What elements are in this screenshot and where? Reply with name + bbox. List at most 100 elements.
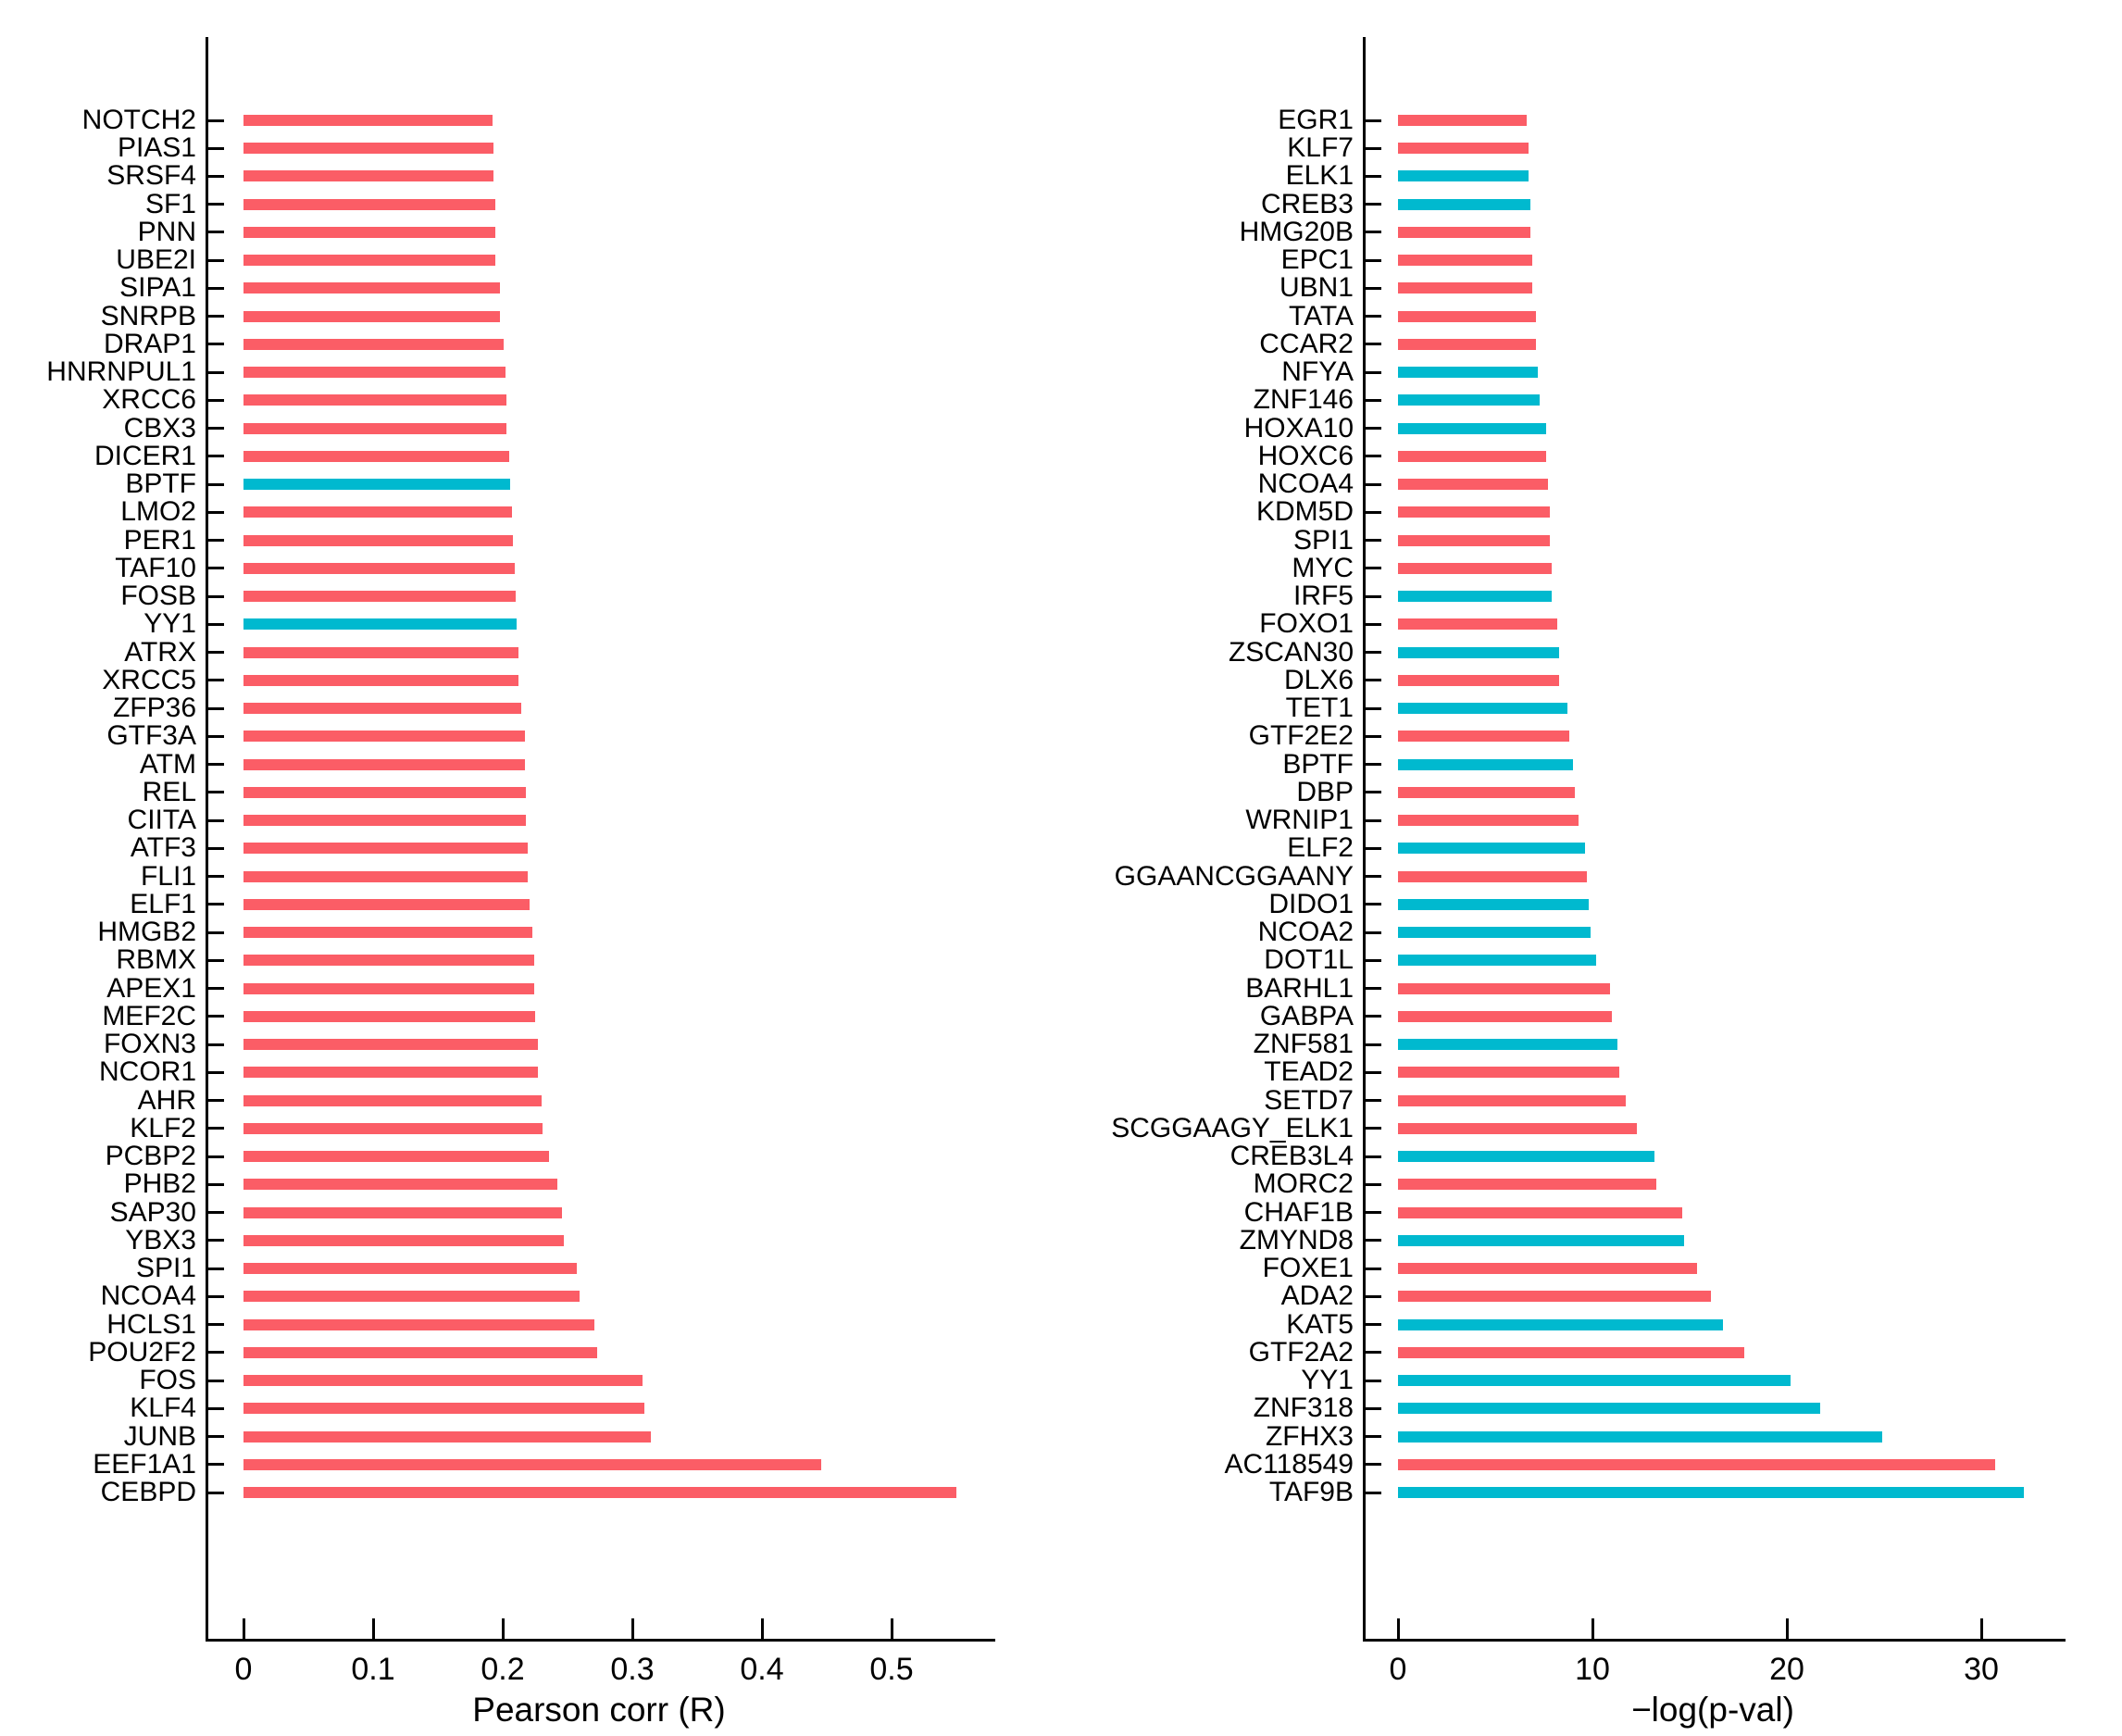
bar-wrnip1 bbox=[1398, 815, 1579, 827]
pearson-y-tick-label-ube2i: UBE2I bbox=[116, 244, 196, 276]
pval-y-tick-label-dbp: DBP bbox=[1296, 776, 1354, 807]
bar-mef2c bbox=[243, 1010, 535, 1022]
pval-x-tick-label: 0 bbox=[1389, 1652, 1407, 1687]
pearson-y-tick-label-fos: FOS bbox=[139, 1365, 196, 1396]
pval-y-tick-label-ggaancggaany: GGAANCGGAANY bbox=[1114, 860, 1354, 892]
pval-y-tick-label-barhl1: BARHL1 bbox=[1245, 972, 1354, 1004]
bar-notch2 bbox=[243, 115, 493, 126]
bar-ncoa4 bbox=[1398, 479, 1548, 491]
pval-y-tick-mark bbox=[1363, 651, 1381, 655]
bar-barhl1 bbox=[1398, 982, 1610, 994]
bar-setd7 bbox=[1398, 1094, 1626, 1106]
bar-gtf3a bbox=[243, 731, 525, 743]
pearson-y-tick-mark bbox=[206, 903, 224, 906]
bar-lmo2 bbox=[243, 506, 512, 518]
pearson-y-tick-label-taf10: TAF10 bbox=[115, 552, 196, 583]
pearson-y-tick-mark bbox=[206, 539, 224, 543]
pearson-y-tick-mark bbox=[206, 763, 224, 767]
pval-y-tick-mark bbox=[1363, 763, 1381, 767]
pval-y-tick-mark bbox=[1363, 1267, 1381, 1270]
pval-y-tick-label-foxe1: FOXE1 bbox=[1262, 1253, 1354, 1284]
pearson-y-tick-mark bbox=[206, 1182, 224, 1186]
pearson-y-tick-mark bbox=[206, 455, 224, 458]
pearson-y-tick-mark bbox=[206, 930, 224, 934]
bar-zmynd8 bbox=[1398, 1234, 1684, 1246]
pval-x-tick-label: 20 bbox=[1769, 1652, 1804, 1687]
pearson-y-tick-label-mef2c: MEF2C bbox=[102, 1000, 196, 1031]
pearson-y-tick-mark bbox=[206, 315, 224, 318]
pearson-y-tick-label-hmgb2: HMGB2 bbox=[97, 917, 196, 948]
bar-ncoa4 bbox=[243, 1291, 580, 1303]
pval-x-axis-title: −log(p-val) bbox=[1631, 1691, 1794, 1729]
pearson-x-tick-label: 0.2 bbox=[481, 1652, 525, 1687]
bar-pnn bbox=[243, 226, 495, 238]
bar-spi1 bbox=[1398, 534, 1550, 546]
bar-ahr bbox=[243, 1094, 542, 1106]
bar-srsf4 bbox=[243, 170, 494, 182]
pval-y-tick-mark bbox=[1363, 1351, 1381, 1355]
pval-y-tick-label-ccar2: CCAR2 bbox=[1259, 328, 1354, 359]
pearson-y-tick-mark bbox=[206, 734, 224, 738]
pval-y-tick-mark bbox=[1363, 679, 1381, 682]
pval-y-tick-label-nfya: NFYA bbox=[1281, 356, 1354, 388]
pval-y-tick-label-dlx6: DLX6 bbox=[1283, 664, 1354, 695]
bar-kdm5d bbox=[1398, 506, 1550, 518]
pval-y-tick-mark bbox=[1363, 1070, 1381, 1074]
pearson-y-tick-mark bbox=[206, 1379, 224, 1382]
bar-cbx3 bbox=[243, 422, 507, 434]
bar-tead2 bbox=[1398, 1067, 1620, 1079]
pval-y-tick-label-ada2: ADA2 bbox=[1280, 1280, 1354, 1312]
pearson-x-tick-mark bbox=[630, 1618, 634, 1639]
pval-y-tick-mark bbox=[1363, 146, 1381, 150]
pearson-y-tick-label-phb2: PHB2 bbox=[123, 1168, 196, 1200]
pearson-y-tick-mark bbox=[206, 1323, 224, 1327]
pearson-y-tick-label-drap1: DRAP1 bbox=[103, 328, 196, 359]
pearson-y-tick-mark bbox=[206, 679, 224, 682]
pearson-y-tick-label-atrx: ATRX bbox=[124, 636, 196, 668]
pval-y-tick-label-ncoa4: NCOA4 bbox=[1257, 468, 1354, 500]
pval-y-tick-label-dido1: DIDO1 bbox=[1268, 888, 1354, 919]
pearson-y-tick-label-fli1: FLI1 bbox=[140, 860, 196, 892]
pearson-y-tick-mark bbox=[206, 343, 224, 346]
bar-bptf bbox=[243, 479, 511, 491]
pval-y-tick-mark bbox=[1363, 706, 1381, 710]
bar-nfya bbox=[1398, 367, 1539, 379]
bar-xrcc5 bbox=[243, 674, 518, 686]
pearson-y-tick-mark bbox=[206, 958, 224, 962]
pval-y-tick-label-hoxc6: HOXC6 bbox=[1257, 440, 1354, 471]
bar-yy1 bbox=[243, 618, 518, 631]
pval-y-tick-mark bbox=[1363, 987, 1381, 991]
pearson-y-tick-mark bbox=[206, 818, 224, 822]
bar-creb3l4 bbox=[1398, 1151, 1655, 1163]
pval-y-tick-label-znf581: ZNF581 bbox=[1253, 1029, 1354, 1060]
pearson-y-tick-mark bbox=[206, 1043, 224, 1046]
pval-y-tick-mark bbox=[1363, 482, 1381, 486]
pearson-y-tick-label-yy1: YY1 bbox=[144, 608, 196, 640]
bar-sipa1 bbox=[243, 282, 501, 294]
pearson-x-axis-line bbox=[206, 1639, 995, 1642]
bar-dot1l bbox=[1398, 955, 1597, 967]
bar-taf10 bbox=[243, 562, 515, 574]
pval-y-tick-mark bbox=[1363, 1463, 1381, 1467]
pval-y-tick-mark bbox=[1363, 1099, 1381, 1103]
pearson-y-tick-label-ybx3: YBX3 bbox=[125, 1224, 196, 1255]
bar-ac118549 bbox=[1398, 1458, 1995, 1470]
pearson-y-tick-mark bbox=[206, 119, 224, 122]
bar-ciita bbox=[243, 815, 527, 827]
pearson-y-tick-mark bbox=[206, 1351, 224, 1355]
pval-y-tick-label-gtf2a2: GTF2A2 bbox=[1248, 1336, 1354, 1368]
pval-x-tick-label: 30 bbox=[1964, 1652, 1999, 1687]
pearson-y-tick-label-srsf4: SRSF4 bbox=[106, 160, 196, 192]
bar-spi1 bbox=[243, 1263, 577, 1275]
pearson-y-tick-label-snrpb: SNRPB bbox=[100, 300, 196, 331]
pval-y-tick-mark bbox=[1363, 455, 1381, 458]
pearson-x-tick-mark bbox=[242, 1618, 245, 1639]
pval-y-tick-mark bbox=[1363, 119, 1381, 122]
bar-znf146 bbox=[1398, 394, 1541, 406]
pearson-y-tick-mark bbox=[206, 203, 224, 206]
pearson-x-tick-mark bbox=[760, 1618, 764, 1639]
bar-zscan30 bbox=[1398, 646, 1560, 658]
bar-hoxa10 bbox=[1398, 422, 1546, 434]
bar-ncoa2 bbox=[1398, 927, 1591, 939]
